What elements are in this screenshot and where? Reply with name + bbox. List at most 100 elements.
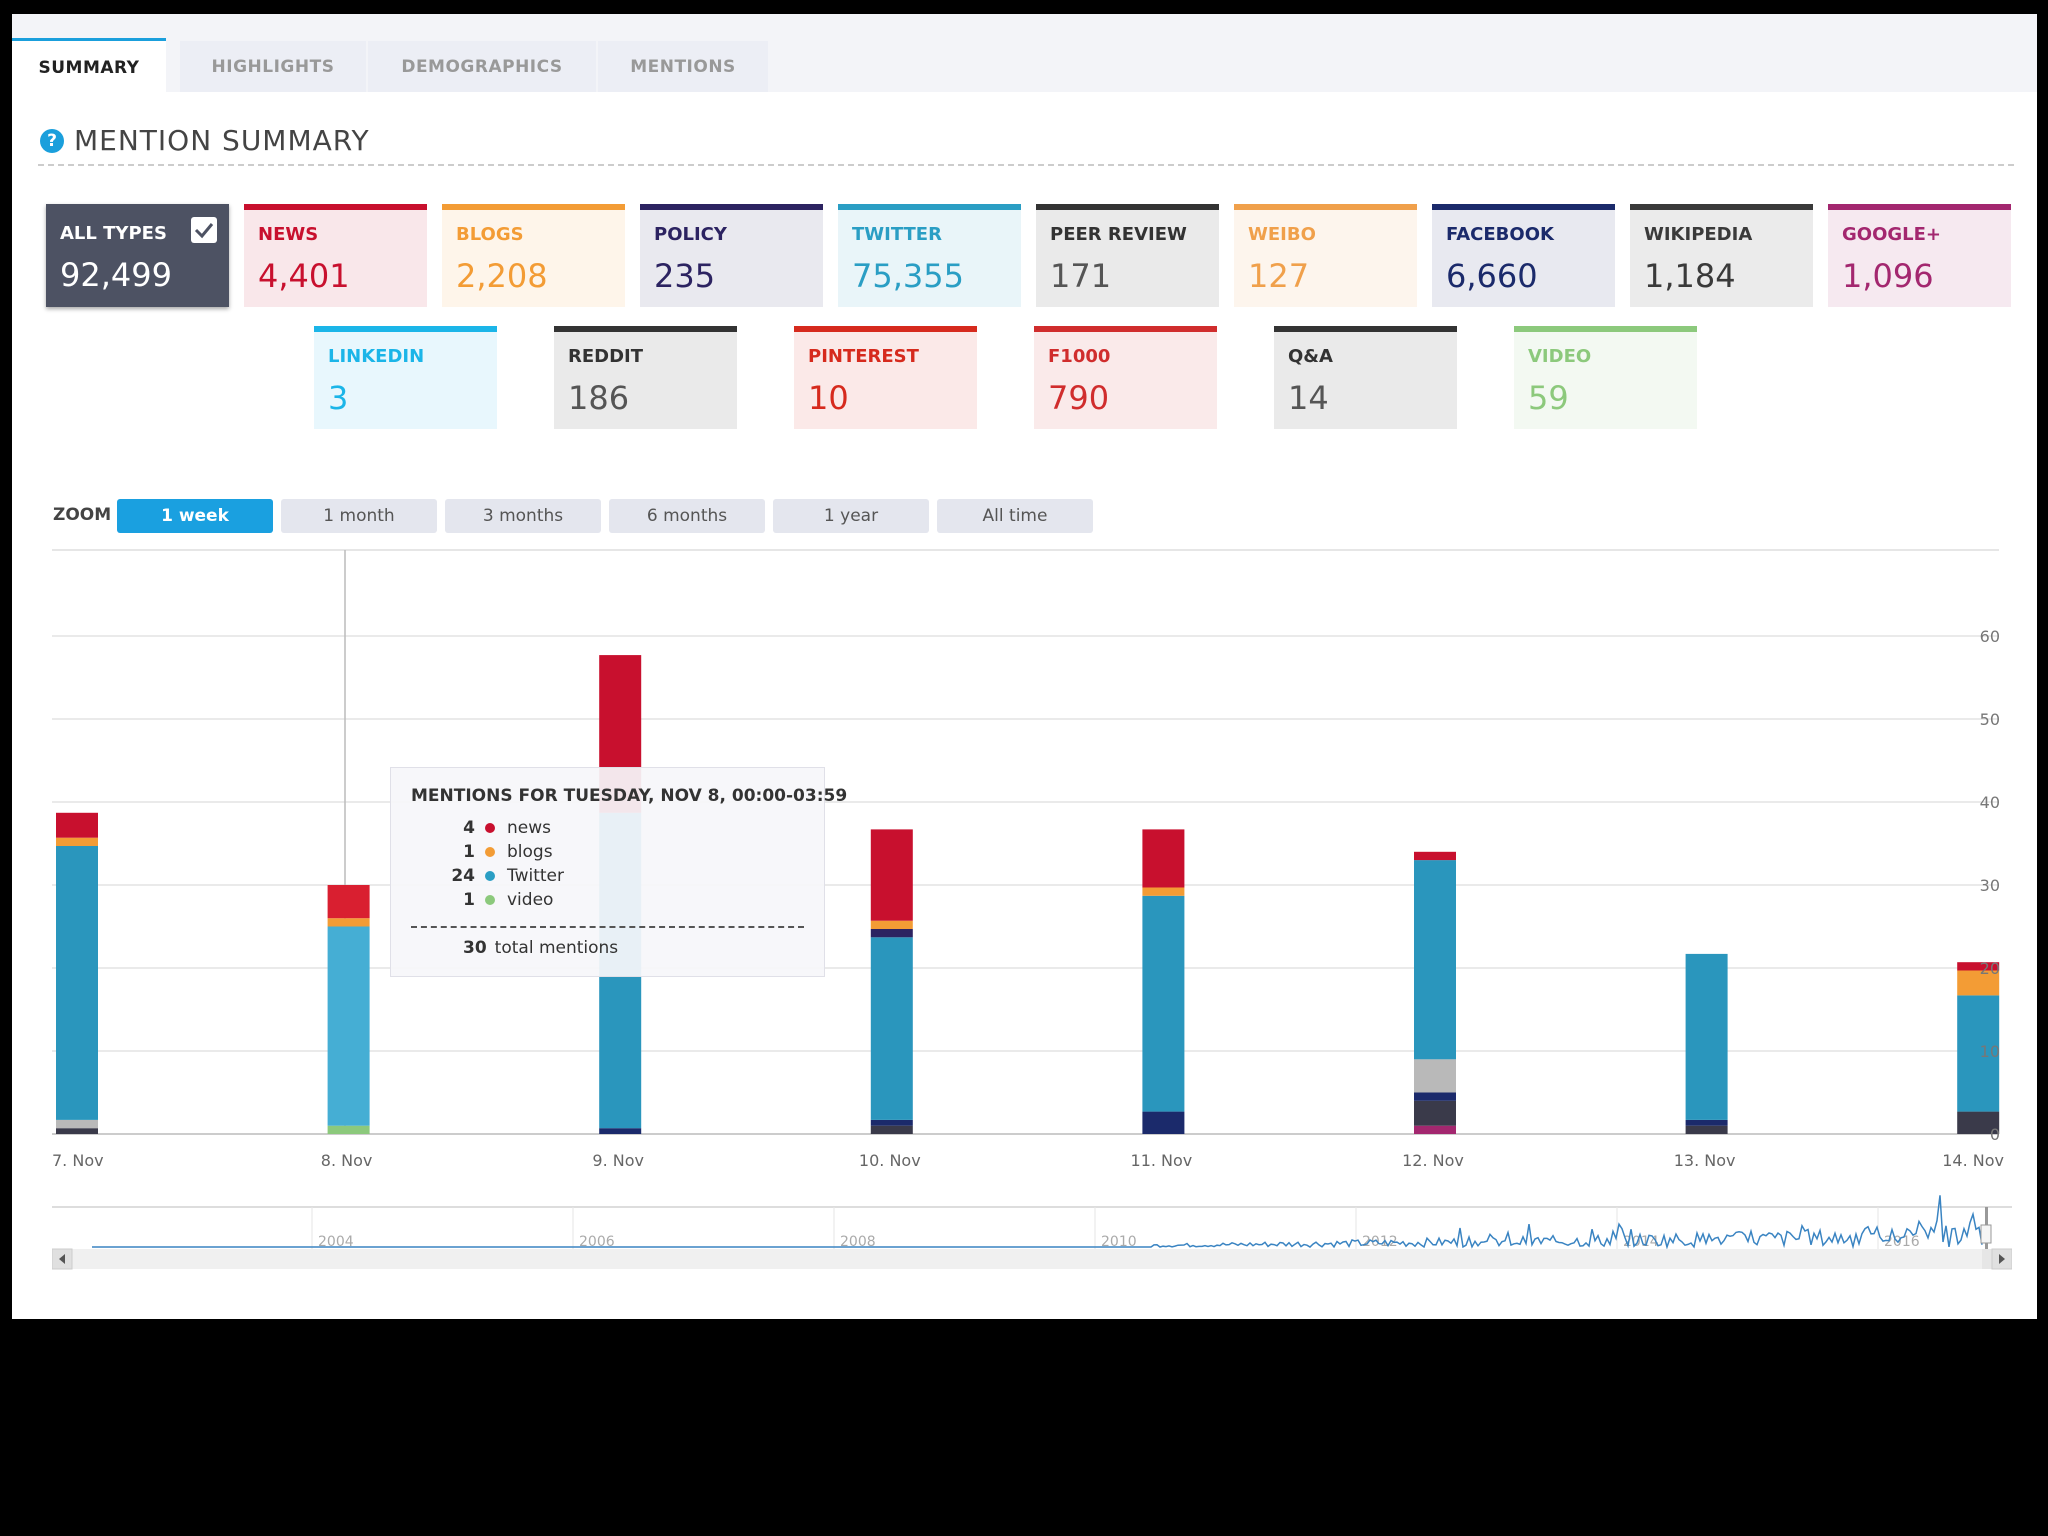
tooltip-total-label: total mentions xyxy=(494,938,619,958)
bar-segment-blogs[interactable] xyxy=(1142,887,1185,896)
zoom-1-week-button[interactable]: 1 week xyxy=(117,499,273,533)
bar-segment-news[interactable] xyxy=(1957,962,2000,971)
card-policy[interactable]: POLICY 235 xyxy=(640,204,823,307)
bar-segment-news[interactable] xyxy=(56,812,98,838)
card-weibo[interactable]: WEIBO 127 xyxy=(1234,204,1417,307)
zoom-3-months-button[interactable]: 3 months xyxy=(445,499,601,533)
bar-segment-video[interactable] xyxy=(327,1125,370,1134)
tooltip-label: news xyxy=(507,818,551,838)
tab-mentions[interactable]: MENTIONS xyxy=(598,41,768,92)
card-f1000[interactable]: F1000 790 xyxy=(1034,326,1217,429)
card-pinterest[interactable]: PINTEREST 10 xyxy=(794,326,977,429)
card-value: 2,208 xyxy=(456,257,548,295)
x-tick-label: 8. Nov xyxy=(321,1151,373,1170)
bar-segment-twitter[interactable] xyxy=(1414,860,1456,1060)
section-heading: ? MENTION SUMMARY xyxy=(40,124,370,157)
x-tick-label: 9. Nov xyxy=(592,1151,644,1170)
zoom-label: ZOOM xyxy=(53,505,112,525)
bar-segment-twitter[interactable] xyxy=(1142,895,1185,1112)
bar-segment-twitter[interactable] xyxy=(327,926,370,1126)
card-value: 235 xyxy=(654,257,716,295)
bar-segment-twitter[interactable] xyxy=(870,937,913,1120)
bar-segment-facebook[interactable] xyxy=(1414,1092,1456,1101)
tab-demographics[interactable]: DEMOGRAPHICS xyxy=(368,41,596,92)
bar-segment-wikipedia[interactable] xyxy=(1685,1125,1728,1134)
tooltip-row-news: 4 news xyxy=(411,816,804,840)
navigator-scrollbar-track[interactable] xyxy=(72,1249,1982,1269)
zoom-all-time-button[interactable]: All time xyxy=(937,499,1093,533)
bar-segment-blogs[interactable] xyxy=(870,920,913,929)
tab-highlights[interactable]: HIGHLIGHTS xyxy=(180,41,366,92)
card-label: PINTEREST xyxy=(808,346,919,367)
zoom-6-months-button[interactable]: 6 months xyxy=(609,499,765,533)
bar-segment-news[interactable] xyxy=(1414,851,1456,861)
bar-segment-twitter[interactable] xyxy=(56,845,98,1120)
bar-segment-twitter[interactable] xyxy=(1957,995,2000,1112)
card-label: BLOGS xyxy=(456,224,524,245)
bar-segment-peer-review[interactable] xyxy=(1414,1059,1456,1093)
navigator-handle-icon[interactable] xyxy=(1980,1224,1992,1244)
card-value: 790 xyxy=(1048,379,1110,417)
bar-segment-blogs[interactable] xyxy=(327,918,370,927)
bar-segment-blogs[interactable] xyxy=(56,837,98,846)
tab-summary[interactable]: SUMMARY xyxy=(12,38,166,95)
navigator-year-label: 2012 xyxy=(1362,1234,1398,1250)
bar-segment-facebook[interactable] xyxy=(1142,1111,1185,1134)
card-google[interactable]: GOOGLE+ 1,096 xyxy=(1828,204,2011,307)
navigator-year-label: 2006 xyxy=(579,1234,615,1250)
card-facebook[interactable]: FACEBOOK 6,660 xyxy=(1432,204,1615,307)
card-blogs[interactable]: BLOGS 2,208 xyxy=(442,204,625,307)
divider xyxy=(38,164,2014,166)
bar-segment-facebook[interactable] xyxy=(1685,1119,1728,1126)
zoom-1-year-button[interactable]: 1 year xyxy=(773,499,929,533)
bar-segment-wikipedia[interactable] xyxy=(1414,1100,1456,1126)
bar-segment-news[interactable] xyxy=(1142,829,1185,888)
tooltip-row-video: 1 video xyxy=(411,888,804,912)
card-twitter[interactable]: TWITTER 75,355 xyxy=(838,204,1021,307)
bar-segment-wikipedia[interactable] xyxy=(870,1125,913,1134)
time-navigator[interactable]: 2004 2006 2008 2010 2012 2014 2016 xyxy=(52,1192,2012,1292)
checkbox-checked-icon[interactable] xyxy=(191,217,217,243)
bar-segment-facebook[interactable] xyxy=(599,1128,642,1134)
card-value: 1,096 xyxy=(1842,257,1934,295)
chart-tooltip: MENTIONS FOR TUESDAY, NOV 8, 00:00-03:59… xyxy=(390,767,848,977)
bar-segment-twitter[interactable] xyxy=(1685,953,1728,1120)
card-peer-review[interactable]: PEER REVIEW 171 xyxy=(1036,204,1219,307)
tooltip-total-count: 30 xyxy=(463,938,487,958)
x-tick-label: 12. Nov xyxy=(1402,1151,1464,1170)
y-tick-label: 10 xyxy=(1980,1042,2000,1061)
tooltip-label: video xyxy=(507,890,554,910)
legend-dot-icon xyxy=(485,895,495,905)
card-label: GOOGLE+ xyxy=(1842,224,1941,245)
bar-segment-peer-review[interactable] xyxy=(56,1119,98,1129)
zoom-1-month-button[interactable]: 1 month xyxy=(281,499,437,533)
card-label: WEIBO xyxy=(1248,224,1316,245)
tooltip-divider xyxy=(411,926,804,928)
x-tick-label: 11. Nov xyxy=(1131,1151,1193,1170)
bar-segment-google[interactable] xyxy=(1414,1125,1456,1134)
bar-segment-facebook[interactable] xyxy=(870,1119,913,1126)
bar-segment-news[interactable] xyxy=(327,885,370,919)
card-all-types[interactable]: ALL TYPES 92,499 xyxy=(46,204,229,307)
card-q-a[interactable]: Q&A 14 xyxy=(1274,326,1457,429)
card-wikipedia[interactable]: WIKIPEDIA 1,184 xyxy=(1630,204,1813,307)
bar-segment-policy[interactable] xyxy=(870,928,913,938)
card-linkedin[interactable]: LINKEDIN 3 xyxy=(314,326,497,429)
card-value: 10 xyxy=(808,379,849,417)
bar-segment-blogs[interactable] xyxy=(1957,970,2000,996)
tooltip-label: blogs xyxy=(507,842,553,862)
bar-segment-wikipedia[interactable] xyxy=(1957,1111,2000,1134)
y-tick-label: 20 xyxy=(1980,959,2000,978)
tooltip-title: MENTIONS FOR TUESDAY, NOV 8, 00:00-03:59 xyxy=(411,786,848,806)
legend-dot-icon xyxy=(485,823,495,833)
card-news[interactable]: NEWS 4,401 xyxy=(244,204,427,307)
help-icon[interactable]: ? xyxy=(40,128,64,153)
mentions-bar-chart[interactable]: 7. Nov 8. Nov 9. Nov 10. Nov 11. Nov 12. Nov 1… xyxy=(12,534,2037,1174)
card-video[interactable]: VIDEO 59 xyxy=(1514,326,1697,429)
scroll-right-arrow-icon xyxy=(1999,1254,2005,1264)
card-value: 186 xyxy=(568,379,630,417)
card-reddit[interactable]: REDDIT 186 xyxy=(554,326,737,429)
legend-dot-icon xyxy=(485,847,495,857)
bar-segment-wikipedia[interactable] xyxy=(56,1128,98,1134)
bar-segment-news[interactable] xyxy=(870,829,913,921)
